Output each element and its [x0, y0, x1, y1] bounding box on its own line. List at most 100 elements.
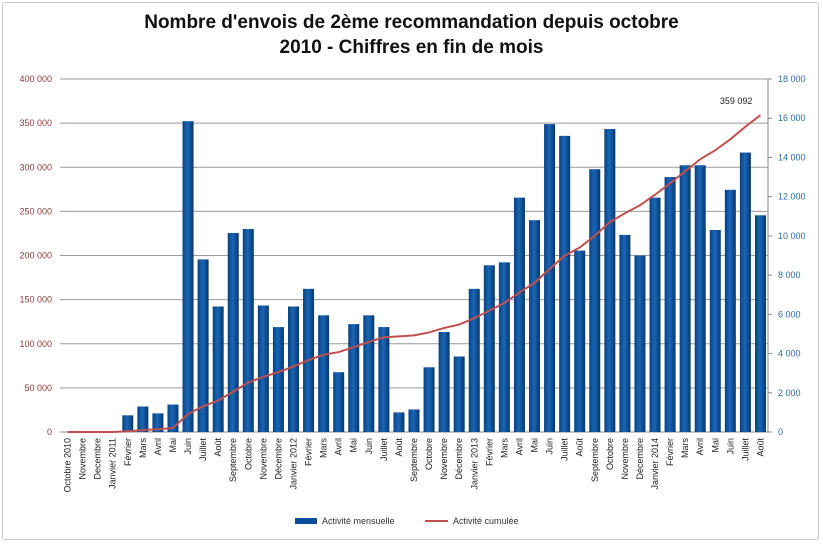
x-axis-tick: Décembre [635, 438, 645, 480]
bar [634, 255, 646, 432]
x-axis-tick: Novembre [78, 438, 88, 480]
x-axis-tick: Avril [514, 438, 524, 455]
bar [408, 409, 420, 432]
bar [182, 121, 194, 433]
bar [589, 169, 601, 432]
right-axis-tick: 12 000 [778, 192, 806, 202]
left-axis-tick: 250 000 [19, 206, 52, 216]
x-axis-tick: Août [755, 438, 765, 457]
right-axis-tick: 4 000 [778, 349, 801, 359]
bar [137, 406, 149, 432]
x-axis-tick: Mars [138, 438, 148, 458]
x-axis-tick: Avril [334, 438, 344, 455]
bar [197, 259, 209, 432]
x-axis-tick: Octobre 2010 [63, 438, 73, 493]
bar [438, 331, 450, 432]
bar [468, 288, 480, 432]
bar [318, 315, 330, 432]
x-axis-tick: Juillet [379, 438, 389, 462]
x-axis-tick: Juillet [740, 438, 750, 462]
x-axis-tick: Janvier 2012 [288, 438, 298, 490]
bar [242, 229, 254, 432]
chart-title-line1: Nombre d'envois de 2ème recommandation d… [144, 12, 679, 33]
chart-title-line2: 2010 - Chiffres en fin de mois [279, 37, 544, 58]
x-axis-tick: Mars [680, 438, 690, 458]
x-axis-tick: Janvier 2014 [650, 438, 660, 490]
x-axis-tick: Mai [168, 438, 178, 453]
legend-label-line: Activité cumulée [453, 516, 519, 526]
bar [152, 413, 164, 432]
bar [559, 135, 571, 432]
bar [649, 197, 661, 432]
left-axis-tick: 0 [47, 427, 52, 437]
x-axis-tick: Janvier 2011 [108, 438, 118, 489]
bar [679, 165, 691, 433]
x-axis-tick: Juin [545, 438, 555, 455]
x-axis-tick: Avril [153, 438, 163, 455]
x-axis-tick: Mai [530, 438, 540, 453]
left-axis-tick: 300 000 [19, 162, 52, 172]
bar [363, 315, 375, 432]
x-axis-tick: Juillet [560, 438, 570, 462]
x-axis-tick: Février [304, 438, 314, 466]
bar [619, 234, 631, 432]
bar [739, 152, 751, 432]
x-axis-tick: Décembre [273, 438, 283, 480]
x-axis-tick: Juin [183, 438, 193, 455]
right-axis-tick: 0 [778, 427, 783, 437]
x-axis-tick: Septembre [228, 438, 238, 482]
right-axis-tick: 2 000 [778, 388, 801, 398]
left-axis-tick: 350 000 [19, 118, 52, 128]
x-axis-tick: Août [213, 438, 223, 457]
right-axis-tick: 8 000 [778, 270, 801, 280]
cumulative-line [67, 114, 762, 433]
bar [227, 232, 239, 432]
x-axis-tick: Decembre [93, 438, 103, 480]
bar [574, 250, 586, 432]
x-axis-tick: Juin [364, 438, 374, 455]
data-label-final: 359 092 [720, 96, 753, 106]
x-axis-tick: Octobre [424, 438, 434, 470]
left-axis-tick: 400 000 [19, 74, 52, 84]
bar [453, 356, 465, 432]
right-axis-tick: 6 000 [778, 309, 801, 319]
x-axis-tick: Janvier 2013 [469, 438, 479, 490]
x-axis-tick: Novembre [439, 438, 449, 480]
right-axis-tick: 18 000 [778, 74, 806, 84]
left-axis-tick: 50 000 [24, 383, 52, 393]
bar [498, 262, 510, 432]
bar [664, 177, 676, 432]
right-axis-tick: 10 000 [778, 231, 806, 241]
x-axis-tick: Octobre [605, 438, 615, 470]
bar [513, 197, 525, 432]
right-axis-tick: 14 000 [778, 152, 806, 162]
bar [212, 306, 224, 432]
bar [529, 220, 541, 432]
bar [378, 327, 390, 432]
x-axis-tick: Février [123, 438, 133, 466]
x-axis-tick: Février [665, 438, 675, 466]
x-axis-tick: Avril [695, 438, 705, 455]
bar [604, 129, 616, 432]
bar [393, 412, 405, 432]
x-axis-tick: Juin [725, 438, 735, 455]
bar [122, 415, 134, 432]
x-axis-tick: Juillet [198, 438, 208, 462]
x-axis-tick: Mars [319, 438, 329, 458]
bar [333, 372, 345, 432]
chart-title: Nombre d'envois de 2ème recommandation d… [0, 10, 823, 60]
bar [257, 305, 269, 432]
legend-swatch-bar [295, 518, 317, 524]
bar [724, 189, 736, 432]
x-axis-tick: Septembre [590, 438, 600, 482]
left-axis-tick: 100 000 [19, 339, 52, 349]
bar [709, 230, 721, 432]
x-axis-tick: Mars [499, 438, 509, 458]
bar [287, 306, 299, 432]
x-axis-tick: Août [394, 438, 404, 457]
bar [694, 165, 706, 433]
bar [754, 215, 766, 432]
legend-label-bar: Activité mensuelle [322, 516, 395, 526]
